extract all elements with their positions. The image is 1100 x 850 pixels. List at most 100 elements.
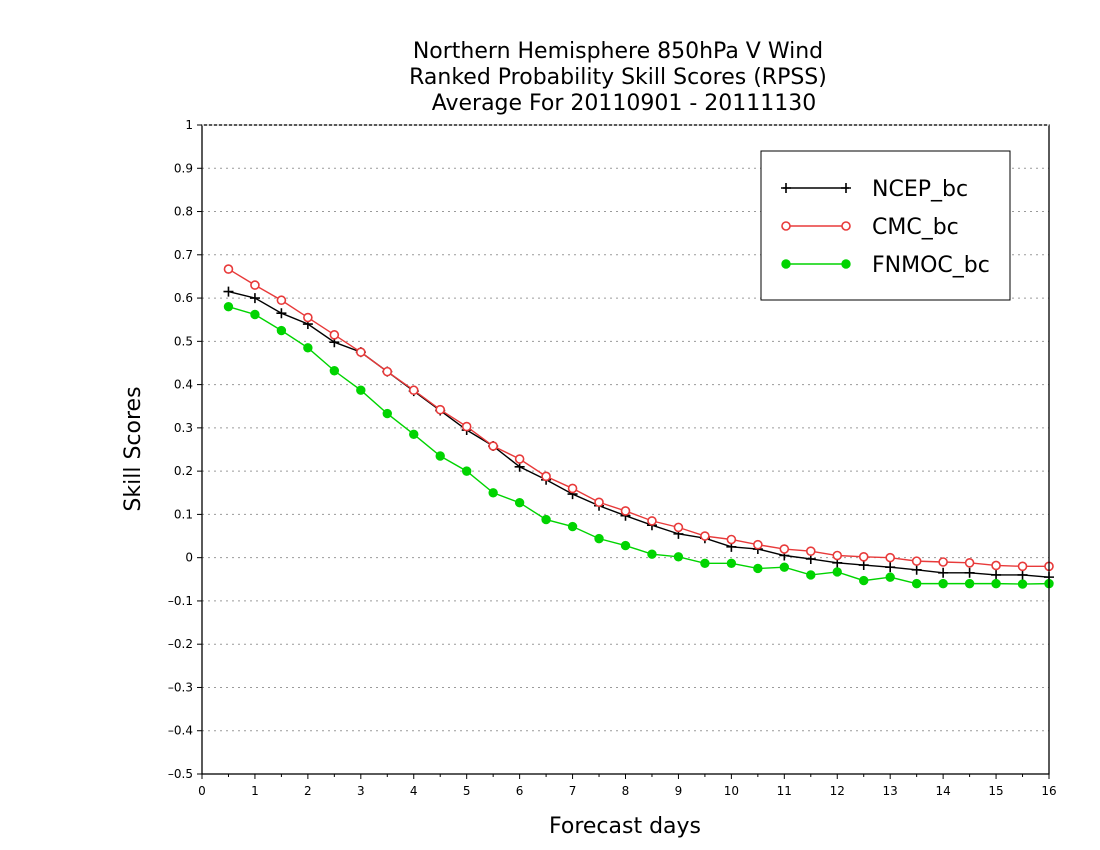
axis-ticks: –0.5 –0.4 –0.3 –0.2 –0.1 0 0.1 0.2 0.3 0.4 0.5 0.6 0… — [168, 118, 1057, 798]
x-tick-label: 8 — [622, 784, 630, 798]
data-point-fnmoc-bc — [964, 578, 975, 589]
x-tick-label: 7 — [569, 784, 577, 798]
chart-title: Northern Hemisphere 850hPa V Wind Ranked… — [409, 39, 827, 116]
data-point-cmc-bc — [276, 295, 287, 306]
data-point-fnmoc-bc — [779, 562, 790, 572]
data-point-fnmoc-bc — [356, 385, 366, 395]
data-point-ncep-bc — [991, 569, 1002, 580]
data-point-cmc-bc — [1017, 561, 1028, 572]
y-tick-label: –0.4 — [168, 724, 193, 738]
x-tick-label: 1 — [251, 784, 259, 798]
x-tick-label: 12 — [830, 784, 845, 798]
data-point-fnmoc-bc — [276, 325, 287, 336]
x-tick-label: 4 — [410, 784, 418, 798]
data-point-cmc-bc — [673, 522, 684, 533]
data-point-fnmoc-bc — [700, 558, 710, 568]
data-point-fnmoc-bc — [250, 309, 260, 320]
y-tick-label: –0.5 — [168, 767, 193, 781]
legend-item-fnmoc-bc: FNMOC_bc — [781, 253, 990, 278]
data-point-fnmoc-bc — [753, 563, 763, 574]
data-point-cmc-bc — [779, 544, 790, 554]
data-point-cmc-bc — [753, 539, 763, 550]
data-point-cmc-bc — [700, 531, 710, 541]
y-tick-label: 0.6 — [174, 291, 193, 305]
y-tick-label: 1 — [185, 118, 193, 132]
data-point-cmc-bc — [805, 546, 816, 556]
data-point-fnmoc-bc — [329, 366, 340, 376]
data-point-cmc-bc — [461, 421, 472, 432]
data-point-fnmoc-bc — [435, 451, 445, 461]
legend-label: CMC_bc — [872, 215, 959, 240]
x-tick-label: 13 — [883, 784, 898, 798]
legend-marker — [781, 183, 791, 193]
data-point-cmc-bc — [303, 312, 313, 323]
series-line-ncep-bc — [228, 290, 1050, 578]
y-axis-label: Skill Scores — [121, 386, 146, 511]
data-point-cmc-bc — [514, 454, 525, 464]
y-tick-label: 0.4 — [174, 378, 193, 392]
data-point-fnmoc-bc — [885, 572, 895, 582]
y-tick-label: 0.9 — [174, 161, 193, 175]
data-point-fnmoc-bc — [461, 466, 472, 476]
x-tick-label: 3 — [357, 784, 365, 798]
data-point-fnmoc-bc — [1017, 579, 1028, 589]
data-point-cmc-bc — [885, 552, 895, 563]
data-point-cmc-bc — [408, 385, 419, 396]
x-tick-label: 11 — [777, 784, 792, 798]
data-point-cmc-bc — [382, 366, 393, 377]
data-point-ncep-bc — [938, 567, 949, 578]
legend-label: FNMOC_bc — [872, 253, 990, 278]
y-tick-label: –0.1 — [168, 594, 193, 608]
data-point-fnmoc-bc — [938, 578, 948, 589]
data-point-fnmoc-bc — [594, 533, 604, 544]
data-point-cmc-bc — [594, 497, 604, 508]
legend-item-cmc-bc: CMC_bc — [781, 215, 959, 240]
x-tick-label: 2 — [304, 784, 312, 798]
data-point-cmc-bc — [329, 330, 340, 340]
data-point-fnmoc-bc — [726, 558, 737, 568]
x-tick-label: 0 — [198, 784, 206, 798]
data-point-cmc-bc — [911, 556, 922, 566]
data-point-fnmoc-bc — [382, 408, 392, 419]
series-cmc-bc — [223, 264, 1054, 572]
legend-marker — [841, 259, 851, 269]
data-point-fnmoc-bc — [832, 567, 842, 577]
data-point-cmc-bc — [541, 471, 551, 482]
data-point-cmc-bc — [250, 280, 260, 290]
y-tick-label: 0.7 — [174, 248, 193, 262]
data-point-ncep-bc — [276, 308, 287, 319]
data-point-fnmoc-bc — [541, 514, 551, 525]
data-point-fnmoc-bc — [514, 498, 525, 508]
data-point-cmc-bc — [356, 347, 366, 357]
data-point-cmc-bc — [938, 557, 948, 567]
data-point-fnmoc-bc — [620, 540, 631, 551]
data-point-cmc-bc — [858, 552, 869, 562]
data-point-fnmoc-bc — [859, 575, 869, 586]
legend-item-ncep-bc: NCEP_bc — [781, 177, 968, 202]
title-line-3: Average For 20110901 - 20111130 — [432, 91, 817, 116]
data-point-cmc-bc — [726, 534, 737, 545]
data-point-cmc-bc — [620, 506, 631, 516]
data-point-fnmoc-bc — [488, 488, 498, 498]
data-point-cmc-bc — [435, 404, 446, 415]
x-tick-label: 15 — [988, 784, 1003, 798]
legend: NCEP_bc CMC_bc FNMOC_bc — [760, 150, 1011, 301]
data-point-fnmoc-bc — [223, 302, 234, 312]
y-tick-label: 0.2 — [174, 464, 193, 478]
series-layer — [223, 264, 1054, 589]
data-point-ncep-bc — [911, 564, 922, 575]
data-point-fnmoc-bc — [567, 521, 578, 532]
legend-marker — [781, 221, 791, 231]
data-point-ncep-bc — [249, 293, 260, 304]
data-point-fnmoc-bc — [806, 570, 816, 580]
data-point-cmc-bc — [488, 441, 498, 451]
data-point-fnmoc-bc — [303, 343, 313, 353]
data-point-fnmoc-bc — [673, 552, 684, 562]
series-fnmoc-bc — [223, 302, 1054, 589]
data-point-cmc-bc — [991, 560, 1001, 571]
plot-frame — [201, 124, 1050, 775]
data-point-cmc-bc — [647, 516, 657, 526]
legend-marker — [841, 183, 851, 193]
y-tick-label: 0.3 — [174, 421, 193, 435]
data-point-ncep-bc — [858, 560, 869, 571]
